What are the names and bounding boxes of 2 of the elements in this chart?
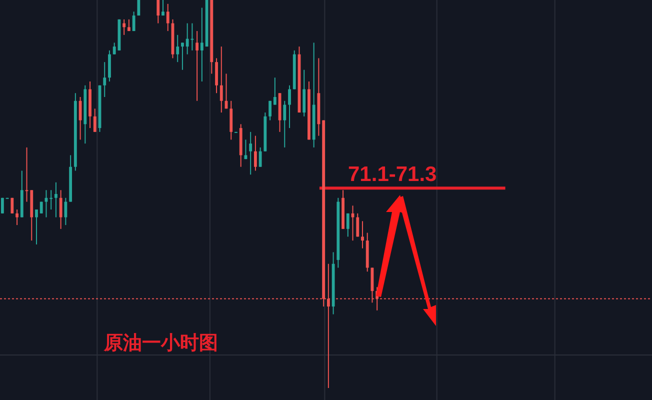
annotation: 原油一小时图 xyxy=(103,332,218,354)
annotation: 71.1-71.3 xyxy=(348,163,437,186)
